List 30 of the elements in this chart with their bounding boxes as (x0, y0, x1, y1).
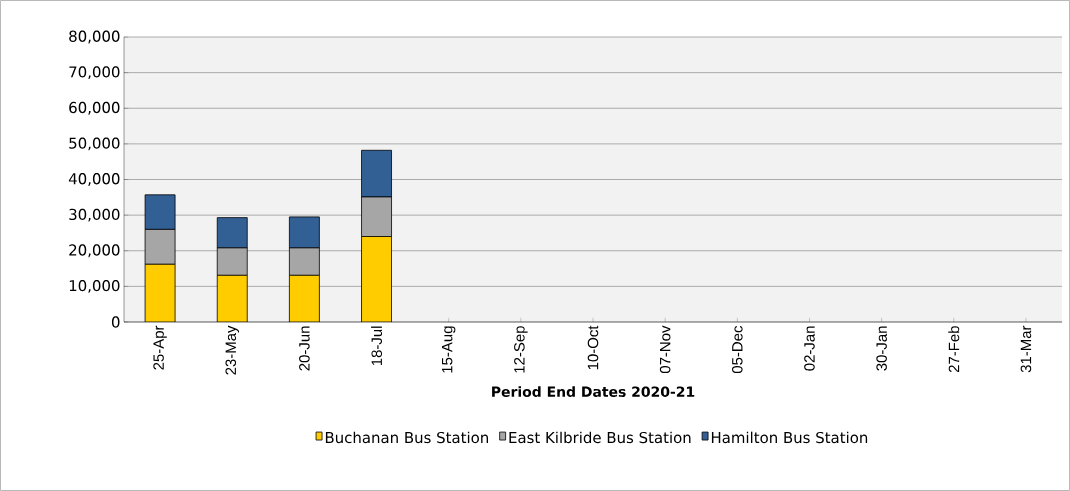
x-tick-label: 20-Jun (299, 326, 310, 371)
x-tick-label: 10-Oct (587, 325, 599, 370)
y-tick-label: 10,000 (69, 279, 120, 293)
bar (288, 274, 320, 322)
y-tick-label: 0 (111, 316, 120, 328)
x-tick-label: 23-May (225, 325, 239, 375)
bar (216, 274, 248, 322)
x-tick-label: 02-Jan (804, 326, 815, 371)
x-tick-label: 15-Aug (442, 326, 456, 373)
legend-label: Buchanan Bus Station (325, 431, 488, 444)
x-tick-label: 25-Apr (153, 325, 167, 370)
y-tick-label: 50,000 (69, 137, 120, 151)
legend-label: Hamilton Bus Station (711, 431, 868, 444)
bar (361, 236, 392, 322)
x-tick-label: 07-Nov (659, 325, 671, 374)
y-tick-label: 40,000 (68, 173, 120, 186)
x-axis-title: Period End Dates 2020-21 (492, 386, 695, 397)
y-tick-label: 20,000 (69, 244, 120, 258)
x-tick-label: 27-Feb (948, 326, 960, 373)
x-tick-label: 31-Mar (1020, 325, 1032, 373)
x-tick-label: 05-Dec (732, 325, 743, 374)
y-tick-label: 80,000 (69, 30, 120, 44)
x-tick-label: 12-Sep (514, 326, 528, 373)
legend-label: East Kilbride Bus Station (509, 431, 691, 444)
y-tick-label: 70,000 (69, 66, 120, 80)
x-tick-label: 30-Jan (876, 326, 887, 371)
y-tick-label: 30,000 (69, 208, 120, 222)
y-tick-label: 60,000 (69, 101, 120, 115)
bar (144, 263, 176, 322)
x-tick-label: 18-Jul (371, 326, 383, 366)
